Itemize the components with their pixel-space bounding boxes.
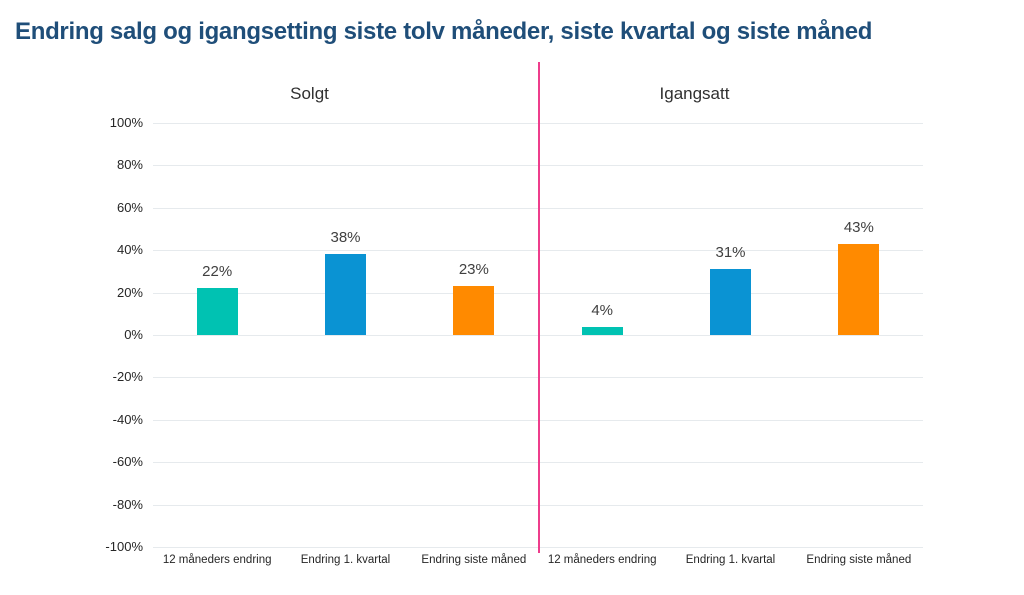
y-axis-tick-label: 60% — [116, 199, 143, 215]
bar-igangsatt-3 — [838, 243, 880, 335]
panel-divider-line — [538, 62, 540, 553]
y-axis-tick-label: 0% — [124, 327, 143, 342]
bar-value-label: 31% — [715, 244, 746, 262]
bar-value-label: 38% — [330, 229, 361, 247]
bar-solgt-3 — [453, 286, 495, 335]
x-category-label: Endring siste måned — [806, 554, 912, 566]
bar-igangsatt-2 — [710, 269, 751, 335]
bar-value-label: 22% — [202, 263, 233, 281]
x-category-label: Endring 1. kvartal — [685, 554, 776, 566]
bar-solgt-2 — [325, 254, 366, 335]
bar-value-label: 4% — [591, 301, 613, 319]
bar-igangsatt-1 — [581, 326, 623, 335]
y-axis-tick-label: -60% — [112, 454, 143, 470]
bar-value-label: 23% — [458, 261, 489, 279]
chart-title: Endring salg og igangsetting siste tolv … — [15, 18, 873, 45]
y-axis-tick-label: 40% — [116, 242, 143, 258]
x-category-label: Endring 1. kvartal — [300, 554, 391, 566]
y-axis-tick-label: -20% — [112, 369, 143, 385]
y-axis-tick-label: 100% — [109, 115, 143, 130]
y-axis-tick-label: 80% — [116, 157, 143, 173]
x-category-label: 12 måneders endring — [162, 554, 272, 566]
panel-title-solgt: Solgt — [290, 84, 329, 103]
y-axis-tick-label: -40% — [112, 411, 143, 427]
bar-solgt-1 — [196, 288, 238, 335]
panel-title-igangsatt: Igangsatt — [659, 84, 730, 103]
bar-value-label: 43% — [843, 218, 874, 236]
y-axis-tick-label: 20% — [116, 284, 143, 300]
y-axis-tick-label: -100% — [105, 539, 143, 554]
x-category-label: Endring siste måned — [421, 554, 527, 566]
y-axis-tick-label: -80% — [112, 496, 143, 512]
x-category-label: 12 måneders endring — [547, 554, 657, 566]
